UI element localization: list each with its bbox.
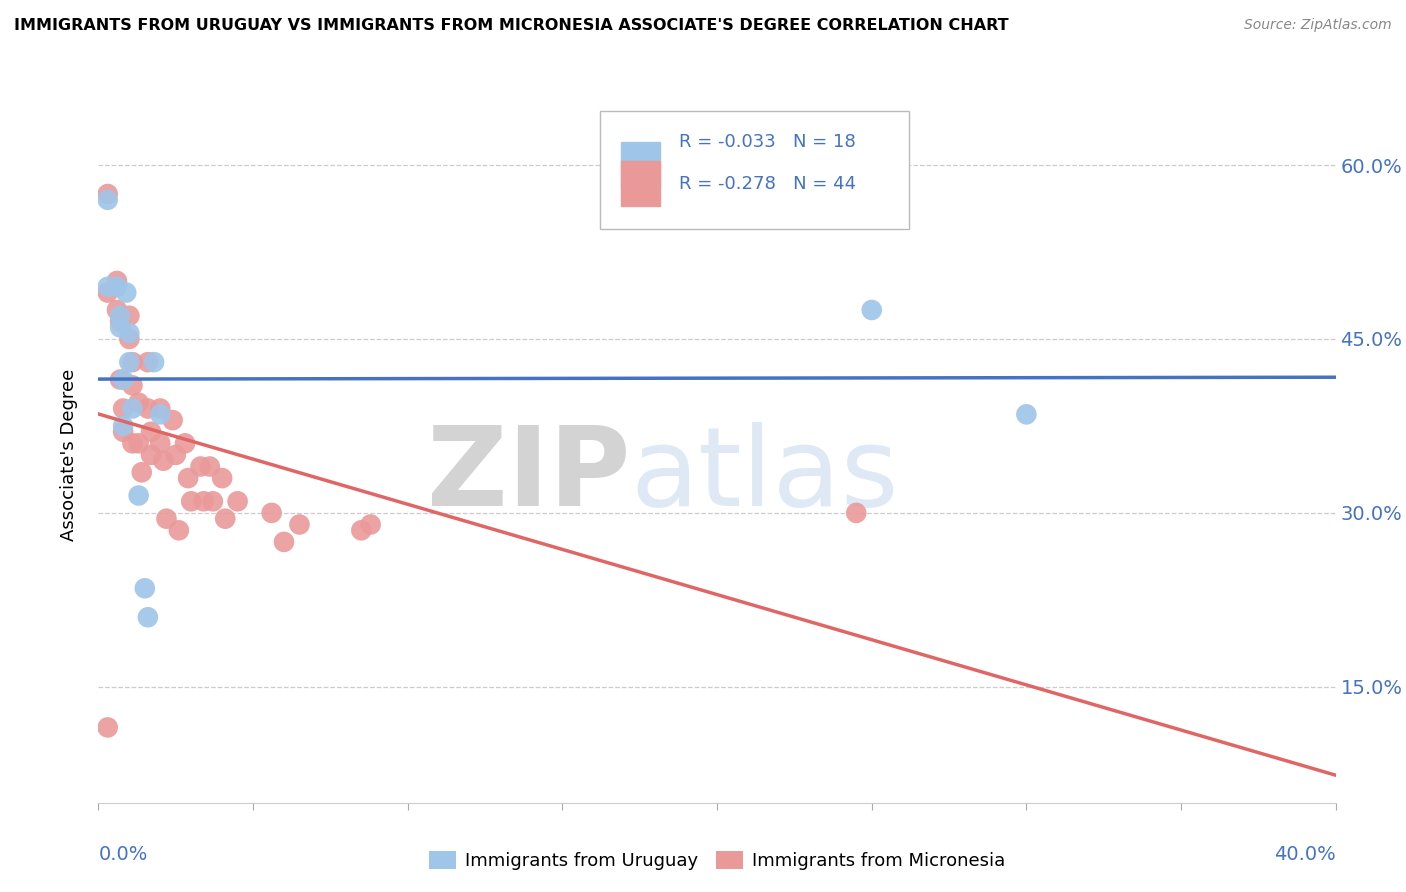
Text: 0.0%: 0.0% bbox=[98, 845, 148, 863]
Text: IMMIGRANTS FROM URUGUAY VS IMMIGRANTS FROM MICRONESIA ASSOCIATE'S DEGREE CORRELA: IMMIGRANTS FROM URUGUAY VS IMMIGRANTS FR… bbox=[14, 18, 1008, 33]
Point bbox=[177, 471, 200, 485]
Point bbox=[845, 506, 868, 520]
Point bbox=[121, 436, 143, 450]
Point bbox=[97, 279, 120, 293]
Text: 40.0%: 40.0% bbox=[1274, 845, 1336, 863]
FancyBboxPatch shape bbox=[599, 111, 908, 229]
Point bbox=[193, 494, 215, 508]
Point bbox=[128, 489, 150, 503]
Text: R = -0.033   N = 18: R = -0.033 N = 18 bbox=[679, 133, 855, 151]
Point bbox=[149, 436, 172, 450]
Point bbox=[108, 320, 131, 334]
Bar bbox=[620, 161, 661, 206]
Point bbox=[143, 355, 166, 369]
Point bbox=[134, 582, 156, 596]
Point bbox=[115, 285, 138, 300]
Point bbox=[273, 534, 295, 549]
Point bbox=[1015, 407, 1038, 421]
Point bbox=[165, 448, 187, 462]
Point bbox=[155, 511, 177, 525]
Text: ZIP: ZIP bbox=[427, 422, 630, 529]
Point bbox=[162, 413, 184, 427]
Point bbox=[108, 373, 131, 387]
Text: R = -0.278   N = 44: R = -0.278 N = 44 bbox=[679, 175, 856, 193]
Point bbox=[121, 355, 143, 369]
Point bbox=[136, 355, 159, 369]
Point bbox=[350, 523, 373, 537]
Point bbox=[105, 274, 128, 288]
Point bbox=[118, 355, 141, 369]
Point bbox=[112, 401, 135, 416]
Y-axis label: Associate's Degree: Associate's Degree bbox=[59, 368, 77, 541]
Point bbox=[136, 401, 159, 416]
Point bbox=[128, 436, 150, 450]
Point bbox=[97, 285, 120, 300]
Point bbox=[214, 511, 236, 525]
Point bbox=[139, 448, 162, 462]
Point bbox=[118, 326, 141, 340]
Point bbox=[174, 436, 197, 450]
Point bbox=[260, 506, 283, 520]
Legend: Immigrants from Uruguay, Immigrants from Micronesia: Immigrants from Uruguay, Immigrants from… bbox=[422, 844, 1012, 877]
Point bbox=[118, 332, 141, 346]
Point bbox=[105, 279, 128, 293]
Point bbox=[105, 302, 128, 317]
Point bbox=[180, 494, 202, 508]
Point bbox=[201, 494, 224, 508]
Point bbox=[131, 466, 153, 480]
Point bbox=[152, 453, 174, 467]
Point bbox=[112, 425, 135, 439]
Point bbox=[121, 401, 143, 416]
Point bbox=[108, 314, 131, 328]
Point bbox=[97, 193, 120, 207]
Point bbox=[226, 494, 249, 508]
Point bbox=[167, 523, 190, 537]
Point bbox=[128, 395, 150, 409]
Point bbox=[136, 610, 159, 624]
Point bbox=[118, 309, 141, 323]
Point bbox=[190, 459, 212, 474]
Point bbox=[108, 309, 131, 323]
Point bbox=[149, 407, 172, 421]
Point bbox=[198, 459, 221, 474]
Point bbox=[112, 418, 135, 433]
Point bbox=[121, 378, 143, 392]
Point bbox=[211, 471, 233, 485]
Bar bbox=[620, 142, 661, 187]
Point bbox=[360, 517, 382, 532]
Point bbox=[97, 721, 120, 735]
Point bbox=[288, 517, 311, 532]
Point bbox=[860, 302, 883, 317]
Point bbox=[112, 373, 135, 387]
Point bbox=[149, 401, 172, 416]
Text: Source: ZipAtlas.com: Source: ZipAtlas.com bbox=[1244, 18, 1392, 32]
Point bbox=[97, 187, 120, 202]
Text: atlas: atlas bbox=[630, 422, 898, 529]
Point bbox=[139, 425, 162, 439]
